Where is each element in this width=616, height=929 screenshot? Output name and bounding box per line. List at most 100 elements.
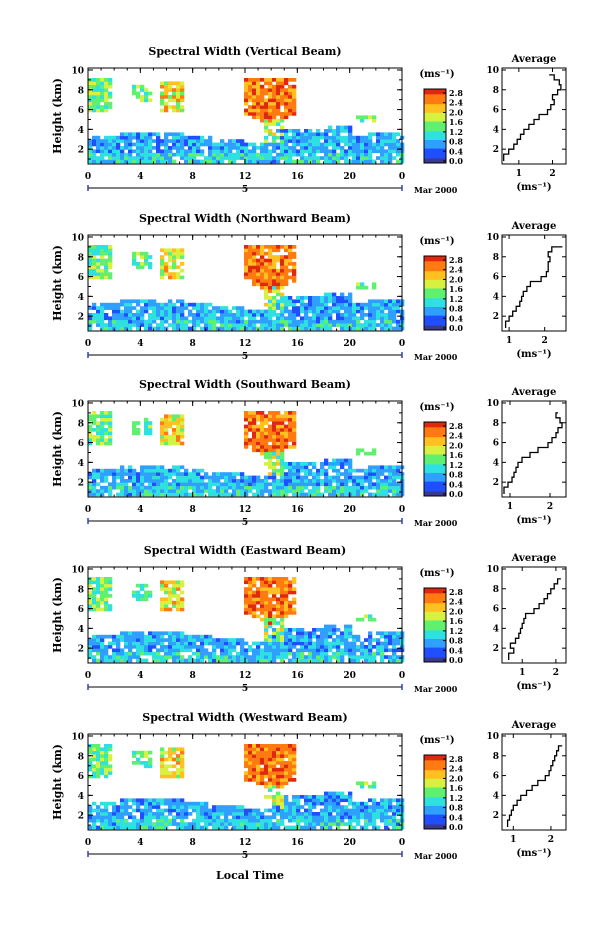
heatmap-cell: [92, 88, 97, 92]
heatmap-cell: [100, 142, 105, 147]
heatmap-cell: [124, 323, 129, 327]
heatmap-cell: [376, 156, 381, 160]
heatmap-cell: [316, 313, 321, 317]
heatmap-cell: [288, 258, 293, 263]
heatmap-cell: [348, 302, 353, 307]
heatmap-cell: [160, 152, 165, 157]
heatmap-cell: [160, 248, 165, 253]
heatmap-cell: [312, 319, 317, 324]
heatmap-cell: [188, 634, 193, 639]
heatmap-cell: [292, 245, 297, 249]
heatmap-cell: [388, 146, 393, 150]
heatmap-cell: [312, 323, 317, 327]
heatmap-cell: [272, 774, 277, 779]
heatmap-cell: [224, 485, 229, 490]
heatmap-cell: [180, 489, 185, 493]
heatmap-cell: [92, 265, 97, 270]
heatmap-cell: [268, 299, 273, 304]
heatmap-cell: [152, 634, 157, 639]
heatmap-cell: [168, 492, 173, 497]
heatmap-cell: [368, 485, 373, 490]
heatmap-cell: [164, 268, 169, 273]
heatmap-cell: [136, 159, 141, 164]
heatmap-cell: [324, 458, 329, 463]
colorbar-segment: [424, 588, 446, 590]
heatmap-cell: [284, 309, 289, 314]
heatmap-cell: [368, 479, 373, 483]
heatmap-cell: [300, 299, 305, 304]
heatmap-cell: [280, 744, 285, 748]
heatmap-cell: [176, 248, 181, 253]
heatmap-cell: [108, 95, 113, 99]
heatmap-cell: [264, 611, 269, 615]
heatmap-cell: [308, 631, 313, 636]
heatmap-cell: [248, 248, 253, 253]
heatmap-cell: [148, 431, 153, 436]
heatmap-cell: [188, 149, 193, 154]
heatmap-cell: [108, 265, 113, 270]
colorbar-tick-label: 0.4: [449, 479, 463, 489]
heatmap-cell: [280, 142, 285, 147]
heatmap-cell: [160, 754, 165, 758]
heatmap-cell: [196, 815, 201, 820]
heatmap-cell: [88, 105, 93, 109]
heatmap-cell: [96, 135, 101, 140]
colorbar-tick-label: 0.8: [449, 636, 463, 646]
heatmap-cell: [244, 485, 249, 490]
heatmap-cell: [328, 326, 333, 331]
colorbar-segment: [424, 476, 446, 478]
heatmap-cell: [336, 655, 341, 659]
heatmap-cell: [372, 142, 377, 147]
heatmap-cell: [192, 479, 197, 483]
heatmap-cell: [88, 774, 93, 779]
heatmap-cell: [248, 655, 253, 659]
heatmap-cell: [144, 326, 149, 331]
heatmap-cell: [276, 587, 281, 591]
heatmap-cell: [200, 152, 205, 157]
heatmap-cell: [172, 750, 177, 755]
panel-3: Spectral Width (Southward Beam)Height (k…: [51, 378, 567, 528]
heatmap-cell: [152, 825, 157, 830]
heatmap-cell: [144, 475, 149, 480]
heatmap-cell: [88, 655, 93, 659]
heatmap-cell: [268, 414, 273, 419]
heatmap-cell: [304, 468, 309, 473]
heatmap-cell: [284, 319, 289, 324]
heatmap-cell: [248, 577, 253, 581]
heatmap-cell: [156, 475, 161, 480]
heatmap-cell: [144, 88, 149, 92]
heatmap-cell: [360, 479, 365, 483]
colorbar-segment: [424, 428, 446, 430]
heatmap-cell: [328, 645, 333, 649]
heatmap-cell: [360, 482, 365, 487]
heatmap-cell: [100, 275, 105, 280]
heatmap-cell: [124, 135, 129, 140]
heatmap-cell: [272, 255, 277, 259]
heatmap-cell: [144, 132, 149, 137]
heatmap-cell: [180, 299, 185, 304]
heatmap-cell: [240, 306, 245, 310]
heatmap-cell: [144, 142, 149, 147]
heatmap-cell: [152, 146, 157, 150]
heatmap-cell: [272, 98, 277, 103]
heatmap-cell: [356, 316, 361, 321]
heatmap-cell: [272, 812, 277, 816]
heatmap-cell: [212, 655, 217, 659]
heatmap-cell: [92, 248, 97, 253]
heatmap-cell: [112, 139, 117, 143]
heatmap-cell: [148, 638, 153, 642]
heatmap-cell: [292, 479, 297, 483]
heatmap-cell: [348, 468, 353, 473]
heatmap-cell: [192, 468, 197, 473]
heatmap-cell: [160, 268, 165, 273]
heatmap-cell: [88, 258, 93, 263]
heatmap-cell: [396, 465, 401, 470]
heatmap-cell: [236, 485, 241, 490]
heatmap-cell: [264, 316, 269, 321]
heatmap-cell: [104, 431, 109, 436]
heatmap-cell: [96, 590, 101, 595]
heatmap-cell: [120, 655, 125, 659]
heatmap-cell: [144, 597, 149, 602]
heatmap-cell: [268, 108, 273, 113]
heatmap-cell: [88, 84, 93, 89]
